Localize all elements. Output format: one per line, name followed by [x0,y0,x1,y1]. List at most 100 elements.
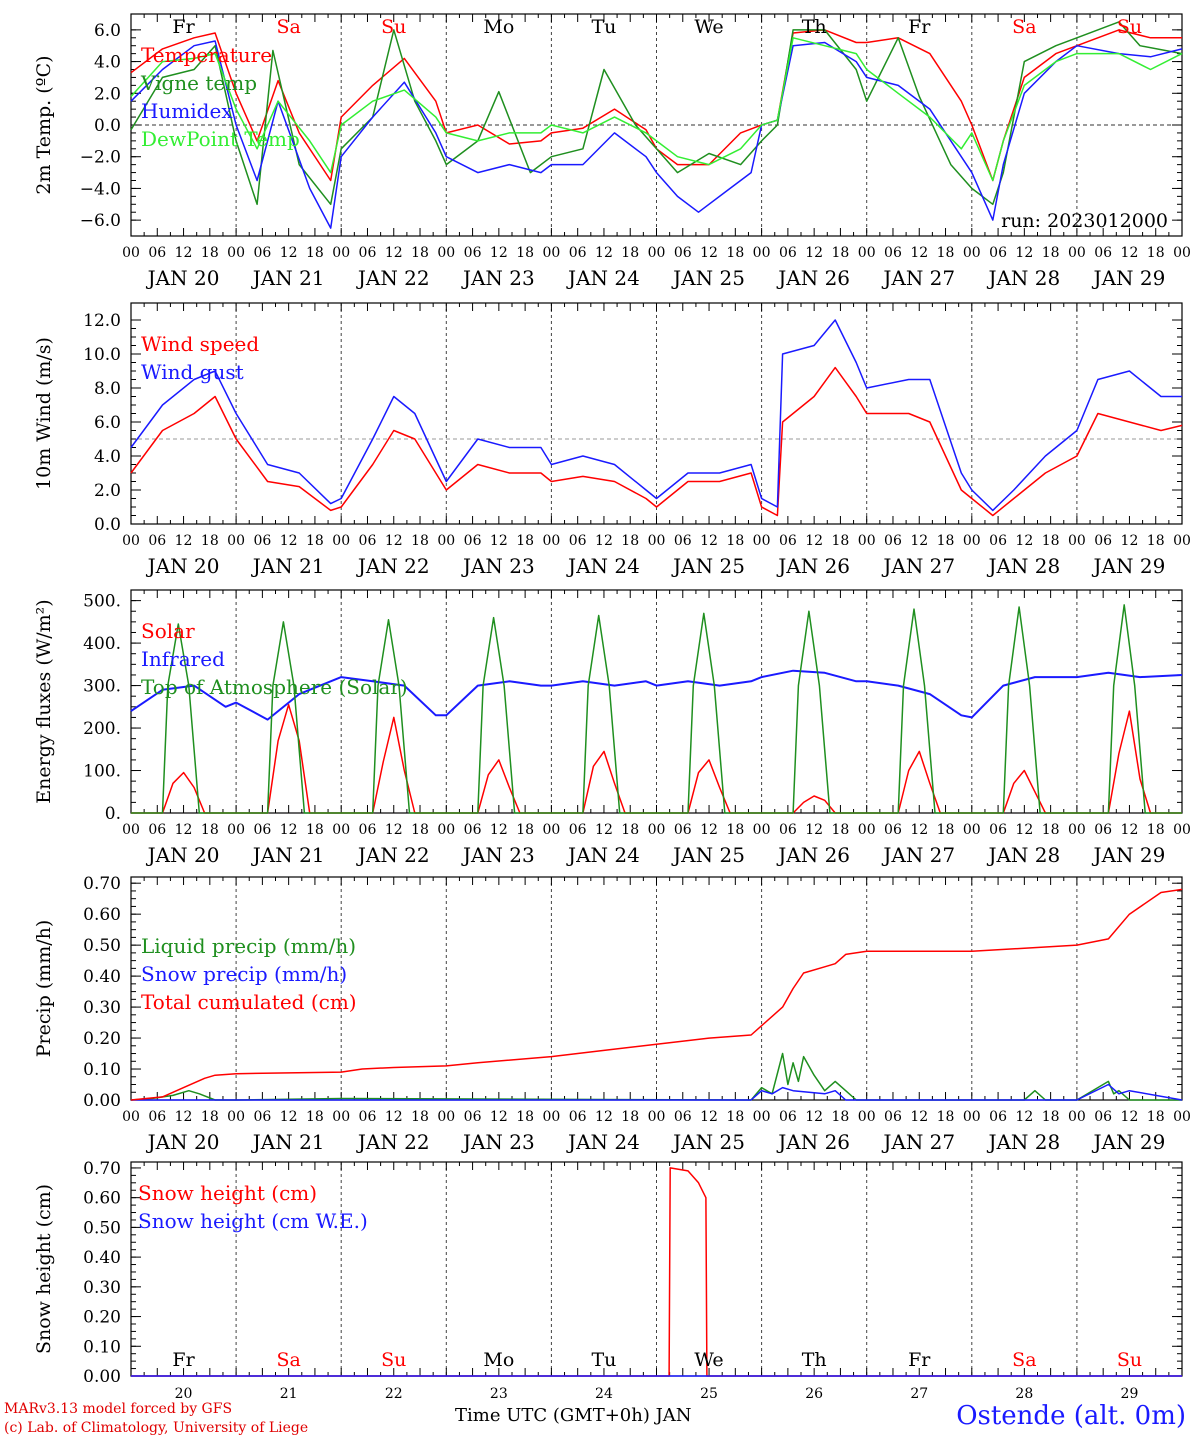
legend-entry: Snow height (cm W.E.) [138,1209,368,1233]
weekday-label: Tu [591,16,616,38]
hour-label: 18 [621,1109,639,1125]
hour-label: 06 [464,533,482,549]
hour-label: 06 [989,533,1007,549]
hour-label: 12 [805,533,823,549]
hour-label: 18 [1042,533,1060,549]
date-label: JAN 28 [986,266,1060,290]
hour-label: 00 [858,533,876,549]
day-number-label: 28 [1015,1386,1033,1402]
hour-label: 00 [753,245,771,261]
date-label: JAN 20 [146,266,220,290]
weekday-label: Fr [172,16,195,38]
y-tick-label: 8.0 [94,379,121,399]
hour-label: 12 [1015,1109,1033,1125]
hour-label: 06 [779,822,797,838]
hour-label: 00 [332,822,350,838]
weekday-label: We [694,16,723,38]
hour-label: 12 [385,533,403,549]
date-label: JAN 22 [356,843,430,867]
hour-label: 18 [1042,245,1060,261]
hour-label: 06 [989,245,1007,261]
hour-label: 18 [411,1109,429,1125]
panel-5 [130,1161,1183,1377]
hour-label: 06 [1094,533,1112,549]
hour-label: 12 [490,1109,508,1125]
hour-label: 12 [385,822,403,838]
hour-label: 00 [1068,245,1086,261]
series-line-2 [131,1083,1183,1101]
hour-label: 18 [516,1109,534,1125]
day-number-label: 26 [805,1386,823,1402]
y-tick-label: 0.0 [94,515,121,535]
date-label: JAN 29 [1092,266,1166,290]
legend-entry: Snow height (cm) [138,1181,317,1205]
hour-label: 12 [595,822,613,838]
y-axis-label: 10m Wind (m/s) [33,337,55,490]
hour-label: 00 [437,533,455,549]
panel-4 [130,876,1183,1101]
hour-label: 00 [227,822,245,838]
weekday-label: Fr [908,1349,931,1371]
hour-label: 06 [148,533,166,549]
hour-label: 00 [648,533,666,549]
hour-label: 12 [280,245,298,261]
y-tick-label: 0. [105,804,121,824]
y-tick-label: 0.00 [83,1091,121,1111]
hour-label: 12 [280,822,298,838]
day-number-label: 23 [490,1386,508,1402]
hour-label: 00 [963,533,981,549]
hour-label: 18 [1042,1109,1060,1125]
hour-label: 00 [437,245,455,261]
hour-label: 12 [490,533,508,549]
y-tick-label: 0.00 [83,1367,121,1387]
hour-label: 00 [648,822,666,838]
hour-label: 12 [1121,533,1139,549]
hour-label: 06 [674,1109,692,1125]
hour-label: 18 [832,1109,850,1125]
hour-label: 00 [437,1109,455,1125]
hour-label: 18 [306,822,324,838]
hour-label: 00 [858,245,876,261]
weekday-label: Fr [908,16,931,38]
hour-label: 00 [122,822,140,838]
y-axis-label: Snow height (cm) [33,1184,55,1354]
y-tick-label: 4.0 [94,53,121,73]
y-tick-label: 0.70 [83,874,121,894]
hour-label: 12 [280,1109,298,1125]
hour-label: 18 [411,245,429,261]
date-label: JAN 20 [146,1130,220,1154]
hour-label: 12 [175,533,193,549]
date-label: JAN 24 [566,554,640,578]
weekday-label: Su [381,1349,406,1371]
date-label: JAN 21 [251,843,325,867]
panel-2 [130,302,1183,525]
hour-label: 06 [253,245,271,261]
hour-label: 12 [595,245,613,261]
hour-label: 18 [306,533,324,549]
legend-entry: Temperature [141,43,272,67]
hour-label: 06 [464,245,482,261]
weekday-label: Mo [483,16,514,38]
legend-entry: Infrared [141,647,225,671]
hour-label: 18 [621,245,639,261]
series-line-1 [130,366,1183,517]
hour-label: 18 [937,1109,955,1125]
hour-label: 00 [437,822,455,838]
day-number-label: 29 [1121,1386,1139,1402]
date-label: JAN 24 [566,843,640,867]
hour-label: 18 [621,533,639,549]
hour-label: 18 [516,822,534,838]
y-tick-label: 4.0 [94,447,121,467]
legend-entry: DewPoint Temp [141,127,300,151]
weekday-label: Fr [172,1349,195,1371]
date-label: JAN 22 [356,266,430,290]
hour-label: 12 [805,1109,823,1125]
legend-entry: Liquid precip (mm/h) [141,934,356,958]
hour-label: 18 [726,1109,744,1125]
run-label: run: 2023012000 [1001,210,1168,232]
weekday-label: Su [1117,16,1142,38]
y-tick-label: −4.0 [80,179,121,199]
hour-label: 12 [910,822,928,838]
weekday-label: Sa [276,16,300,38]
legend-entry: Top of Atmosphere (Solar) [141,675,408,699]
